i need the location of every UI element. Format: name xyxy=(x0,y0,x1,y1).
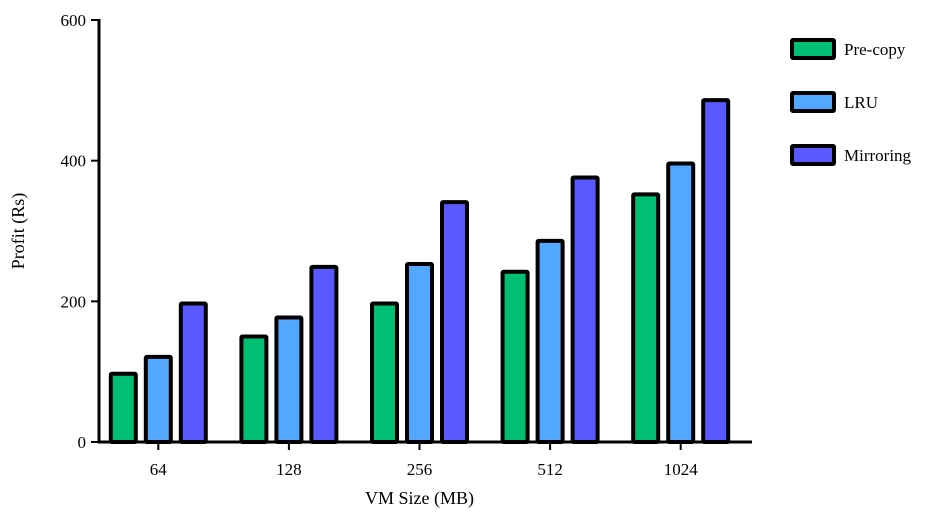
y-tick-label: 600 xyxy=(61,11,87,30)
bar-pre-copy-256 xyxy=(370,301,399,444)
bar-mirroring-256 xyxy=(440,200,469,444)
x-axis-title: VM Size (MB) xyxy=(365,488,474,509)
bars-layer xyxy=(108,98,731,445)
x-axis-ticks: 64 128 256 512 1024 xyxy=(150,442,698,479)
bar-pre-copy-128 xyxy=(239,334,269,444)
legend-swatch-lru xyxy=(790,91,836,113)
y-tick-label: 0 xyxy=(78,433,87,452)
y-axis-title: Profit (Rs) xyxy=(8,193,29,270)
bar-mirroring-128 xyxy=(309,264,339,444)
legend: Pre-copy LRU Mirroring xyxy=(790,38,912,166)
x-tick-label: 1024 xyxy=(664,460,699,479)
x-tick-label: 64 xyxy=(150,460,168,479)
x-tick-label: 128 xyxy=(276,460,302,479)
bar-mirroring-64 xyxy=(178,301,208,444)
y-tick-label: 400 xyxy=(61,152,87,171)
bar-lru-1024 xyxy=(666,161,696,444)
bar-lru-128 xyxy=(274,315,304,445)
bar-mirroring-512 xyxy=(570,175,600,444)
y-tick-label: 200 xyxy=(61,292,87,311)
bar-lru-512 xyxy=(535,238,565,444)
bar-lru-64 xyxy=(143,354,173,444)
bar-pre-copy-1024 xyxy=(631,192,661,444)
x-tick-label: 512 xyxy=(537,460,563,479)
bar-pre-copy-64 xyxy=(108,371,138,445)
legend-label-mirroring: Mirroring xyxy=(844,146,912,165)
legend-label-pre-copy: Pre-copy xyxy=(844,40,906,59)
x-tick-label: 256 xyxy=(407,460,433,479)
legend-swatch-mirroring xyxy=(790,144,836,166)
legend-label-lru: LRU xyxy=(844,93,878,112)
legend-swatch-pre-copy xyxy=(790,38,836,60)
bar-lru-256 xyxy=(405,262,434,444)
bar-mirroring-1024 xyxy=(701,98,731,445)
bar-pre-copy-512 xyxy=(500,269,530,444)
y-axis-ticks: 0 200 400 600 xyxy=(61,11,99,452)
